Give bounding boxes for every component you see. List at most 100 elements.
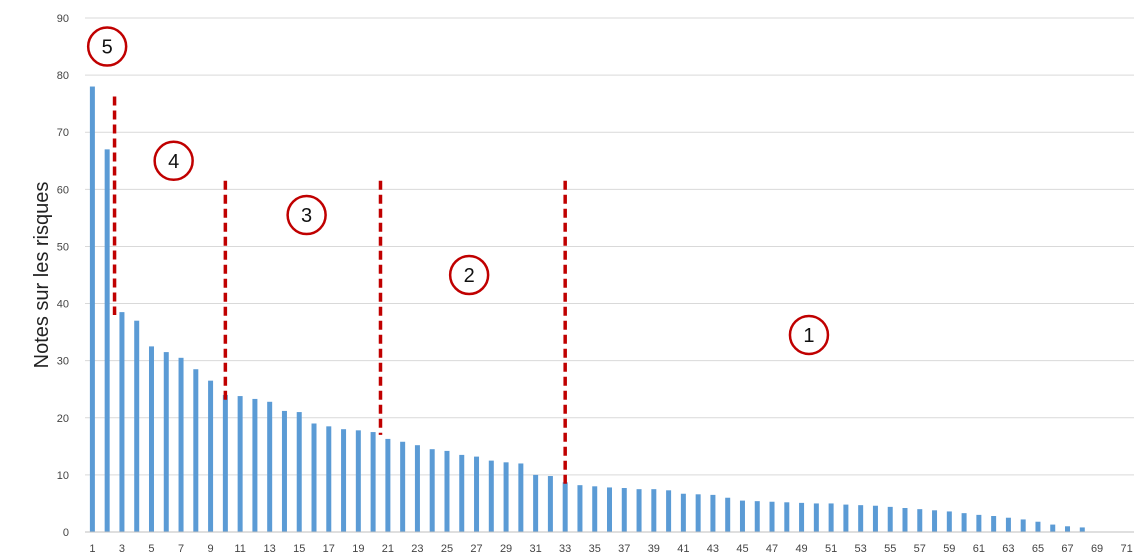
x-tick-label: 9: [208, 543, 214, 555]
bar: [459, 454, 465, 532]
bar: [710, 494, 716, 532]
bar: [237, 396, 243, 532]
x-tick-label: 65: [1032, 543, 1044, 555]
bar: [119, 312, 125, 532]
zone-number: 1: [803, 325, 814, 347]
bar: [281, 410, 287, 532]
y-tick-label: 10: [57, 470, 69, 482]
bar: [414, 445, 420, 532]
x-tick-label: 29: [500, 543, 512, 555]
x-tick-label: 57: [914, 543, 926, 555]
bar: [607, 487, 612, 532]
bar: [444, 450, 450, 532]
bar: [917, 509, 923, 532]
x-tick-label: 41: [677, 543, 689, 555]
bar: [636, 489, 642, 532]
bar: [1050, 524, 1056, 532]
x-tick-label: 69: [1091, 543, 1103, 555]
bar: [695, 494, 701, 532]
zone-dividers: [112, 96, 567, 487]
x-tick-label: 63: [1002, 543, 1014, 555]
gridlines: [85, 17, 1134, 476]
x-tick-label: 15: [293, 543, 305, 555]
bar: [1035, 521, 1041, 532]
bar: [754, 501, 760, 532]
bar: [341, 429, 347, 532]
bar: [252, 398, 258, 532]
bar: [828, 503, 834, 532]
bar: [961, 513, 967, 532]
x-tick-label: 43: [707, 543, 719, 555]
bar: [562, 482, 568, 532]
bar: [666, 490, 672, 532]
y-tick-label: 50: [57, 241, 69, 253]
y-tick-label: 90: [57, 13, 69, 25]
zone-number: 5: [102, 37, 113, 59]
bar: [1079, 527, 1085, 532]
x-tick-label: 25: [441, 543, 453, 555]
x-tick-label: 5: [148, 543, 154, 555]
zone-labels: 5 4 3 2 1: [86, 26, 830, 356]
y-axis-title: Notes sur les risques: [31, 182, 53, 369]
bar: [208, 380, 214, 532]
x-tick-label: 3: [119, 543, 125, 555]
x-tick-label: 17: [323, 543, 335, 555]
bar: [902, 508, 908, 532]
zone-circle: [448, 254, 490, 296]
bar: [267, 401, 273, 532]
bar: [370, 432, 376, 532]
x-tick-label: 71: [1120, 543, 1132, 555]
y-tick-label: 20: [57, 413, 69, 425]
zone-circle: [286, 194, 327, 236]
y-tick-label: 70: [57, 127, 69, 139]
bar: [296, 412, 302, 532]
y-tick-label: 80: [57, 70, 69, 82]
x-tick-label: 27: [470, 543, 482, 555]
x-tick-label: 47: [766, 543, 778, 555]
bar: [547, 476, 553, 532]
x-tick-label: 19: [352, 543, 364, 555]
bar: [503, 462, 509, 532]
zone-label-3: 3: [286, 194, 327, 236]
y-tick-label: 60: [57, 184, 69, 196]
x-tick-label: 51: [825, 543, 837, 555]
x-tick-label: 1: [89, 543, 95, 555]
y-tick-label: 40: [57, 299, 69, 311]
x-tick-label: 55: [884, 543, 896, 555]
x-tick-label: 61: [973, 543, 985, 555]
zone-label-4: 4: [153, 140, 194, 182]
bar: [858, 505, 864, 532]
bar: [311, 423, 317, 532]
bar: [193, 369, 199, 532]
x-tick-label: 59: [943, 543, 955, 555]
x-tick-label: 53: [855, 543, 867, 555]
zone-number: 4: [168, 151, 179, 173]
bar: [932, 510, 938, 532]
bar: [178, 357, 184, 532]
bar: [739, 500, 745, 532]
y-tick-label: 30: [57, 356, 69, 368]
bar: [577, 485, 583, 532]
x-tick-label: 39: [648, 543, 660, 555]
bar: [592, 486, 598, 532]
zone-circle: [153, 140, 194, 182]
bar: [651, 489, 657, 532]
x-tick-label: 7: [178, 543, 184, 555]
x-tick-label: 35: [589, 543, 601, 555]
x-tick-label: 33: [559, 543, 571, 555]
zone-circle: [86, 26, 128, 67]
zone-number: 2: [464, 265, 475, 287]
bar: [799, 502, 805, 532]
bar: [872, 505, 878, 532]
bar: [621, 488, 627, 532]
x-tick-label: 23: [411, 543, 423, 555]
y-tick-labels: 0 10 20 30 40 50 60 70 80 90: [57, 13, 69, 539]
x-tick-label: 49: [795, 543, 807, 555]
bar: [326, 426, 332, 532]
bars: [89, 86, 1085, 533]
x-tick-labels: 1 3 5 7 9 11 13 15 17 19 21 23 25 27 29 31 33 35 37 39 41 43 4…: [89, 543, 1132, 555]
bar: [163, 352, 169, 532]
bar: [813, 503, 819, 532]
